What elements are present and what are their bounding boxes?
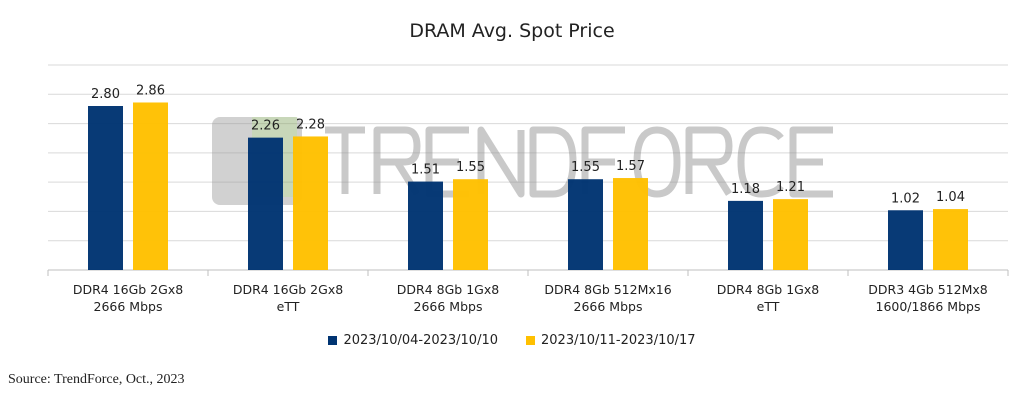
x-tick-label: DDR4 16Gb 2Gx8 [233,282,343,297]
bar-series-2 [453,179,488,270]
bar-series-1 [408,181,443,270]
bar-series-1 [568,179,603,270]
bar-series-2 [613,178,648,270]
watermark-letter-shape [685,126,733,196]
data-label: 2.86 [136,83,165,98]
watermark-letter-shape [529,126,577,198]
data-label: 2.28 [296,117,325,132]
data-label: 1.21 [776,180,805,195]
x-tick-label: eTT [277,299,300,314]
x-tick-label: 2666 Mbps [414,299,483,314]
watermark-letter-shape [425,126,469,198]
bar-series-2 [133,102,168,270]
legend-item-series-2: 2023/10/11-2023/10/17 [526,333,696,348]
data-label: 1.18 [731,182,760,197]
data-label: 1.04 [936,190,965,205]
legend-item-series-1: 2023/10/04-2023/10/10 [328,333,498,348]
x-tick-label: DDR3 4Gb 512Mx8 [868,282,987,297]
x-tick-label: 1600/1866 Mbps [876,299,981,314]
bar-series-2 [293,136,328,270]
legend-label: 2023/10/04-2023/10/10 [343,333,498,348]
bar-series-1 [728,200,763,270]
legend-swatch [526,336,535,345]
watermark-letter-shape [581,126,625,194]
x-tick-label: 2666 Mbps [574,299,643,314]
bar-series-2 [933,209,968,270]
x-tick-label: DDR4 16Gb 2Gx8 [73,282,183,297]
x-tick-label: DDR4 8Gb 1Gx8 [717,282,819,297]
data-label: 1.55 [571,160,600,175]
x-tick-label: DDR4 8Gb 1Gx8 [397,282,499,297]
watermark-letter-shape [325,126,365,194]
x-tick-label: 2666 Mbps [94,299,163,314]
legend-label: 2023/10/11-2023/10/17 [541,333,696,348]
bar-series-1 [248,137,283,270]
legend-swatch [328,336,338,345]
source-note: Source: TrendForce, Oct., 2023 [8,372,185,387]
bar-series-2 [773,199,808,270]
watermark-letter-shape [737,126,784,198]
data-label: 1.55 [456,160,485,175]
data-label: 1.57 [616,159,645,174]
data-label: 1.51 [411,163,440,178]
bar-chart: 2.80 2.26 1.51 1.55 1.18 1.02 2.86 2.28 1.55 1.57… [47,64,1009,314]
data-label: 2.26 [251,119,280,134]
watermark-letter-shape [633,126,681,198]
bar-series-1 [888,210,923,270]
x-tick-label: eTT [757,299,780,314]
watermark-letter-shape [789,126,833,198]
bar-series-1 [88,106,123,270]
data-label: 1.02 [891,191,920,206]
watermark-letter-shape [477,126,525,198]
data-label: 2.80 [91,87,120,102]
chart-title: DRAM Avg. Spot Price [409,20,615,42]
legend: 2023/10/04-2023/10/10 2023/10/11-2023/10… [0,333,1024,348]
x-tick-label: DDR4 8Gb 512Mx16 [544,282,671,297]
